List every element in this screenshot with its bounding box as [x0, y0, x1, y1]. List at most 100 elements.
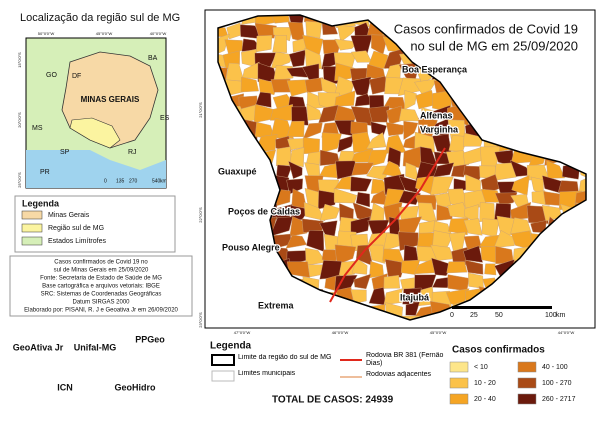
neighbor-label: SP — [60, 149, 70, 156]
municipality — [254, 22, 277, 39]
logo: GeoHidro — [114, 382, 156, 392]
class-label: 260 - 2717 — [542, 396, 576, 403]
class-label: 10 - 20 — [474, 380, 496, 387]
neighbor-label: RJ — [128, 149, 137, 156]
legend-swatch — [21, 210, 43, 220]
municipality — [462, 132, 484, 147]
city-label: Poços de Caldas — [228, 206, 300, 216]
legend-swatch — [21, 236, 43, 246]
municipality — [432, 276, 452, 289]
municipality — [303, 201, 326, 222]
municipality — [383, 274, 401, 289]
municipality — [484, 263, 497, 276]
municipality — [596, 21, 600, 36]
municipality — [289, 147, 305, 168]
municipality — [510, 201, 532, 220]
municipality — [384, 259, 406, 278]
neighbor-label: MS — [32, 125, 43, 132]
scale-label: 50 — [495, 312, 503, 319]
inset-map — [25, 37, 167, 189]
city-label: Itajubá — [400, 292, 430, 302]
legend-label-text: Rodovias adjacentes — [366, 371, 431, 378]
municipality — [337, 25, 359, 43]
municipality — [403, 120, 419, 140]
municipality — [288, 160, 303, 179]
municipality — [433, 162, 455, 178]
municipality — [350, 289, 367, 304]
municipality — [302, 122, 323, 140]
legend-swatch — [211, 370, 235, 382]
lat-label: 15°0'0"S — [17, 52, 22, 68]
class-swatch — [517, 377, 537, 389]
neighbor-label: DF — [72, 73, 81, 80]
municipality — [464, 259, 484, 275]
lon-label: 44°0'0"W — [558, 330, 575, 335]
class-label: 100 - 270 — [542, 380, 572, 387]
legend-swatch — [211, 354, 235, 366]
municipality — [429, 118, 450, 137]
info-line: Elaborado por: PISANI, R. J e Geoativa J… — [24, 308, 178, 314]
municipality — [350, 176, 373, 192]
info-box — [9, 255, 193, 317]
lon-label: 46°0'0"W — [332, 330, 349, 335]
municipality — [337, 135, 355, 153]
info-line: Base cartográfica e arquivos vetoriais: … — [42, 284, 160, 290]
municipality — [596, 6, 600, 24]
municipality — [596, 50, 600, 66]
municipality — [353, 273, 372, 290]
municipality — [578, 174, 586, 197]
municipality — [304, 77, 324, 93]
municipality — [255, 91, 272, 108]
municipality — [367, 50, 388, 69]
municipality — [546, 160, 566, 179]
class-label: 40 - 100 — [542, 364, 568, 371]
scale-label: 270 — [129, 178, 138, 184]
municipality — [272, 35, 287, 53]
map-title-line: no sul de MG em 25/09/2020 — [410, 38, 578, 53]
municipality — [350, 216, 371, 236]
info-line: sul de Minas Gerais em 25/09/2020 — [54, 268, 149, 274]
legend-label: Rodovia BR 381 (Fernão Dias) — [366, 352, 443, 367]
class-swatch — [517, 393, 537, 405]
municipality — [463, 245, 483, 263]
legend-label-text: Limites municipais — [238, 370, 296, 377]
municipality — [479, 202, 496, 222]
class-swatch — [449, 361, 469, 373]
info-line: Casos confirmados de Covid 19 no — [54, 260, 148, 266]
lat-label: 20°0'0"S — [17, 112, 22, 128]
neighbor-label: GO — [46, 72, 57, 79]
municipality — [448, 217, 469, 236]
municipality — [369, 244, 385, 264]
legend-label: Minas Gerais — [48, 212, 90, 219]
city-label: Pouso Alegre — [222, 242, 280, 252]
state-label: MINAS GERAIS — [81, 95, 140, 104]
scale-label: 25 — [470, 312, 478, 319]
inset-legend-title: Legenda — [22, 198, 60, 208]
legend-label-text: Limite da região do sul de MG — [238, 354, 332, 361]
logo: ICN — [57, 382, 73, 392]
scale-label: 135 — [116, 178, 125, 184]
class-label: 20 - 40 — [474, 396, 496, 403]
municipality — [368, 105, 390, 123]
class-swatch — [449, 393, 469, 405]
municipality — [400, 259, 421, 275]
municipality — [481, 218, 500, 238]
legend-swatch — [21, 223, 43, 233]
neighbor-label: PR — [40, 169, 50, 176]
lon-label: 45°0'0"W — [430, 330, 447, 335]
municipality — [385, 121, 406, 137]
legend-label: Estados Limítrofes — [48, 238, 106, 245]
municipality — [272, 27, 293, 42]
legend-label: Região sul de MG — [48, 225, 104, 232]
municipality — [321, 132, 342, 153]
legend-label: Limites municipais — [238, 370, 296, 377]
legend-title: Legenda — [210, 341, 252, 352]
lat-label: 25°0'0"S — [17, 172, 22, 188]
municipality — [288, 49, 306, 68]
city-label: Boa Esperança — [402, 64, 468, 74]
scale-label: km — [160, 178, 167, 184]
municipality — [351, 162, 375, 176]
info-line: SRC: Sistemas de Coordenadas Geográficas — [41, 292, 162, 298]
municipality — [575, 189, 586, 207]
